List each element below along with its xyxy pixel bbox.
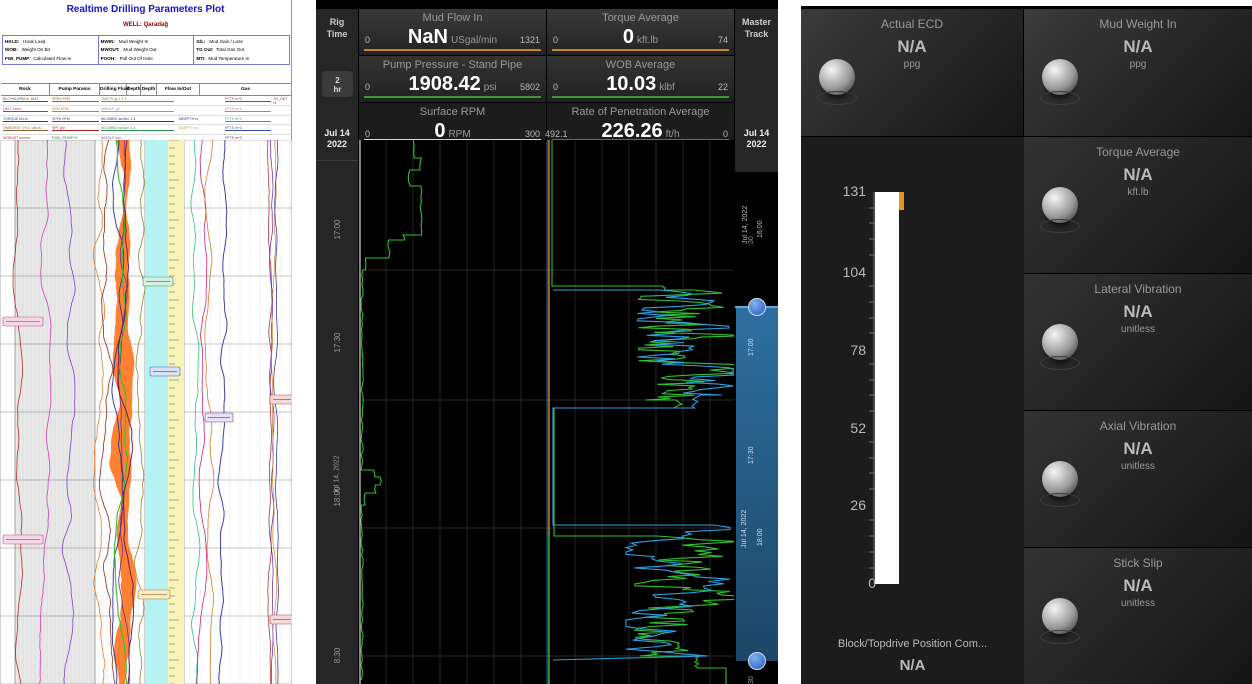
svg-text:26: 26 bbox=[850, 497, 866, 513]
svg-text:78: 78 bbox=[850, 342, 866, 358]
svg-text:52: 52 bbox=[850, 420, 866, 436]
svg-text:131: 131 bbox=[843, 183, 867, 199]
svg-text:104: 104 bbox=[843, 264, 867, 280]
